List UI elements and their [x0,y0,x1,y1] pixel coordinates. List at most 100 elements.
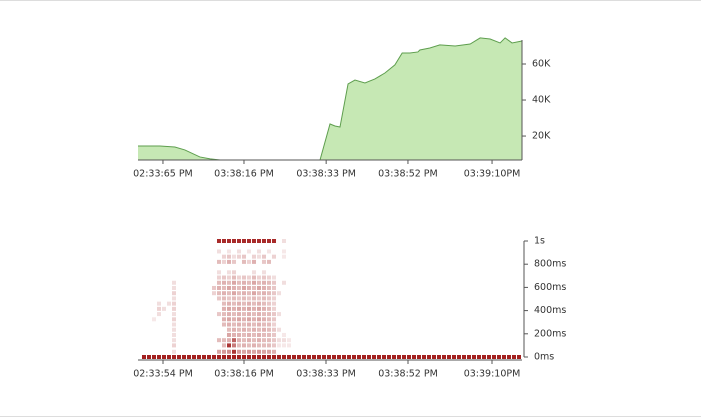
heat-cell [222,239,226,243]
heat-cell [252,355,256,359]
heat-cell [257,338,261,343]
heat-cell [242,343,246,348]
heat-cell [257,254,261,259]
heat-cell [232,338,236,343]
heat-cell [272,312,276,317]
heat-cell [252,312,256,317]
heat-cell [232,275,236,280]
heat-cell [247,285,251,290]
heat-cell [487,355,491,359]
heat-cell [237,343,241,348]
heat-cell [267,332,271,337]
heat-cell [262,285,266,290]
heat-cell [217,312,221,317]
heat-cell [267,296,271,301]
heat-cell [237,338,241,343]
area [138,37,522,161]
heat-cell [462,355,466,359]
heat-cell [247,338,251,343]
heat-cell [227,338,231,343]
heat-cell [257,317,261,322]
heat-cell [222,296,226,301]
heat-cell [252,327,256,332]
heat-cell [272,291,276,296]
heat-cell [512,355,516,359]
heat-cell [252,285,256,290]
heat-cell [357,355,361,359]
heat-cell [252,280,256,285]
heat-cell [172,280,176,285]
heat-cell [247,306,251,311]
heat-cell [257,322,261,327]
heat-cell [227,349,231,354]
heat-cell [307,355,311,359]
heat-cell [327,355,331,359]
heat-cell [242,291,246,296]
heat-cell [232,280,236,285]
heat-cell [232,296,236,301]
heat-cell [252,296,256,301]
heat-cell [267,327,271,332]
heat-cell [247,275,251,280]
heat-cell [257,275,261,280]
heat-cell [222,338,226,343]
heat-cell [412,355,416,359]
heat-cell [437,355,441,359]
heat-cell [272,285,276,290]
heat-cell [237,249,241,254]
heat-cell [257,296,261,301]
heat-cell [287,338,291,343]
heat-cell [227,332,231,337]
heat-cell [277,355,281,359]
heat-cell [172,343,176,348]
heat-cell [147,355,151,359]
y-tick-label: 20K [532,131,551,142]
heat-cell [172,317,176,322]
heat-cell [282,280,286,285]
heat-cell [257,239,261,243]
heat-cell [227,317,231,322]
heat-cell [222,275,226,280]
heat-cell [262,355,266,359]
heat-cell [442,355,446,359]
heat-cell [252,343,256,348]
heat-cell [232,349,236,354]
heat-cell [427,355,431,359]
heat-cell [227,306,231,311]
heat-cell [267,306,271,311]
heat-cell [217,349,221,354]
heat-cell [267,301,271,306]
heat-cell [247,332,251,337]
heat-cell [272,296,276,301]
heat-cell [497,355,501,359]
heat-cell [222,312,226,317]
heat-cell [232,254,236,259]
heat-cell [187,355,191,359]
heat-cell [267,343,271,348]
heat-cell [247,249,251,254]
heat-cell [352,355,356,359]
heat-cell [242,259,246,264]
heat-cell [472,355,476,359]
heat-cell [282,355,286,359]
heat-cell [267,259,271,264]
heat-cell [262,275,266,280]
heat-cell [172,291,176,296]
area-line [138,37,523,161]
heat-cell [267,355,271,359]
heat-cell [237,332,241,337]
heat-cell [267,280,271,285]
heat-cell [227,275,231,280]
heat-cell [172,332,176,337]
heat-cell [227,322,231,327]
heat-cell [227,280,231,285]
heat-cell [232,239,236,243]
heat-cell [217,259,221,264]
heat-cell [157,312,161,317]
heat-cell [322,355,326,359]
heat-cell [182,355,186,359]
heat-cell [282,239,286,243]
heat-cell [152,355,156,359]
heat-cell [232,306,236,311]
heat-cell [262,317,266,322]
